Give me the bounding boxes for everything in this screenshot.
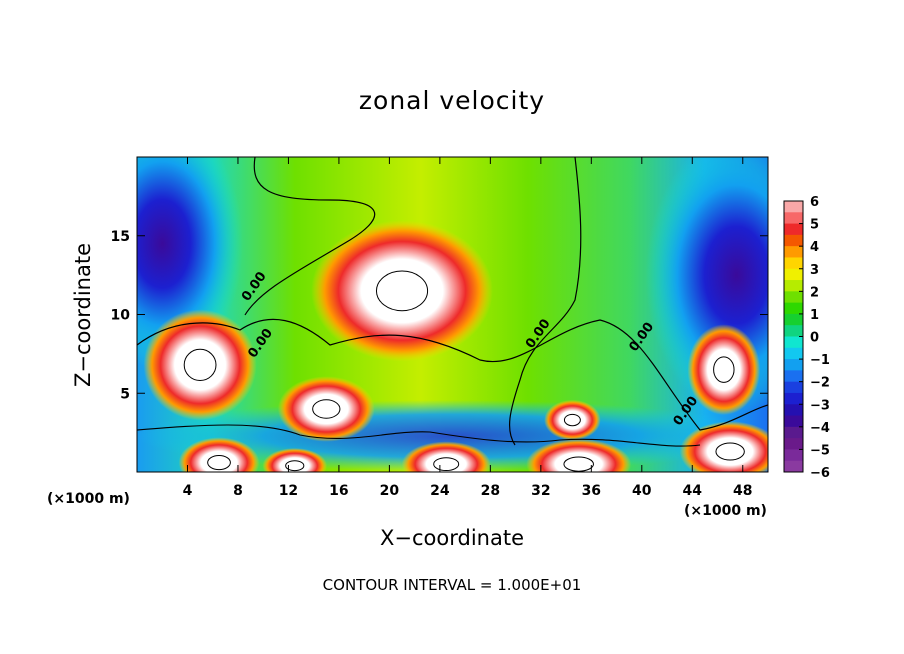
y-tick-label: 10 (111, 308, 131, 324)
colorbar-swatch (784, 426, 803, 439)
x-tick-label: 16 (329, 483, 348, 499)
colorbar-swatch (784, 404, 803, 417)
contour-ring (713, 356, 735, 383)
x-tick-label: 32 (531, 483, 550, 499)
contour-ring (563, 456, 594, 472)
colorbar-swatch (784, 415, 803, 428)
chart-title: zonal velocity (358, 86, 546, 115)
velocity-maximum (526, 438, 632, 472)
colorbar-swatch (784, 336, 803, 349)
contour-interval-note: CONTOUR INTERVAL = 1.000E+01 (322, 576, 582, 594)
velocity-maximum (687, 324, 761, 415)
x-tick-label: 40 (632, 483, 652, 499)
colorbar-swatch (784, 438, 803, 450)
colorbar-swatch (784, 280, 803, 292)
x-tick-label: 20 (380, 483, 400, 499)
y-axis-label: Z−coordinate (71, 243, 95, 387)
contour-ring (183, 348, 217, 381)
colorbar-tick-label: 0 (810, 331, 819, 346)
colorbar-swatch (784, 392, 803, 405)
colorbar-tick-label: 3 (810, 263, 819, 278)
velocity-maximum (178, 437, 260, 472)
colorbar-swatch (784, 359, 803, 371)
plot-field (137, 157, 768, 472)
colorbar-swatch (784, 347, 803, 360)
velocity-maximum (401, 441, 491, 472)
colorbar-swatch (784, 291, 803, 304)
velocity-maximum (143, 309, 257, 421)
x-tick-label: 48 (733, 483, 752, 499)
velocity-maximum (544, 399, 601, 441)
contour-ring (563, 413, 581, 427)
colorbar-tick-label: 4 (810, 240, 819, 255)
x-axis: 4 8 12 16 20 24 28 32 36 40 44 48 (183, 157, 753, 499)
colorbar-tick-label: −1 (810, 353, 830, 368)
colorbar: 6 5 4 3 2 1 0 −1 −2 −3 −4 −5 −6 (783, 195, 830, 481)
colorbar-swatch (784, 246, 803, 258)
colorbar-swatch (784, 234, 803, 247)
x-tick-label: 44 (683, 483, 703, 499)
colorbar-swatch (784, 370, 803, 383)
colorbar-swatch (784, 460, 803, 473)
colorbar-swatch (784, 313, 803, 326)
colorbar-tick-label: 1 (810, 308, 819, 323)
x-unit-label: (×1000 m) (684, 503, 767, 519)
colorbar-tick-label: 5 (810, 218, 819, 233)
velocity-maximum (679, 421, 768, 472)
contour-ring (207, 454, 231, 471)
colorbar-tick-label: −5 (810, 443, 830, 458)
x-tick-label: 28 (481, 483, 500, 499)
colorbar-tick-label: 2 (810, 285, 819, 300)
x-axis-label: X−coordinate (380, 526, 524, 550)
colorbar-swatch (784, 449, 803, 462)
zero-contour-line (137, 318, 768, 431)
colorbar-swatch (784, 223, 803, 236)
colorbar-swatch (784, 325, 803, 337)
x-tick-label: 4 (183, 483, 193, 499)
y-tick-label: 15 (111, 229, 130, 245)
contour-ring (715, 442, 745, 461)
colorbar-swatch (784, 212, 803, 225)
velocity-maximum (277, 376, 375, 442)
velocity-maximum (262, 448, 328, 472)
colorbar-tick-label: −4 (810, 421, 830, 436)
contour-ring (433, 457, 460, 472)
y-tick-label: 5 (120, 386, 130, 402)
zero-contour-line-lower (137, 424, 701, 447)
colorbar-tick-label: −3 (810, 398, 830, 413)
contour-ring (312, 399, 341, 419)
velocity-maximum (311, 220, 493, 362)
zero-contour-line-mid (509, 157, 582, 446)
colorbar-swatch (784, 302, 803, 315)
y-axis: 5 10 15 (111, 229, 768, 402)
x-tick-label: 24 (430, 483, 450, 499)
colorbar-tick-label: 6 (810, 195, 819, 210)
zero-contour-line-upper (244, 157, 376, 316)
colorbar-tick-label: −6 (810, 466, 830, 481)
contour-ring (285, 460, 305, 472)
colorbar-swatch (784, 257, 803, 270)
x-tick-label: 8 (233, 483, 243, 499)
colorbar-tick-label: −2 (810, 376, 830, 391)
x-tick-label: 36 (582, 483, 601, 499)
colorbar-swatch (784, 201, 803, 213)
colorbar-swatch (784, 268, 803, 281)
contour-ring (375, 270, 429, 312)
z-unit-label: (×1000 m) (47, 491, 130, 507)
x-tick-label: 12 (279, 483, 298, 499)
colorbar-swatch (784, 381, 803, 394)
